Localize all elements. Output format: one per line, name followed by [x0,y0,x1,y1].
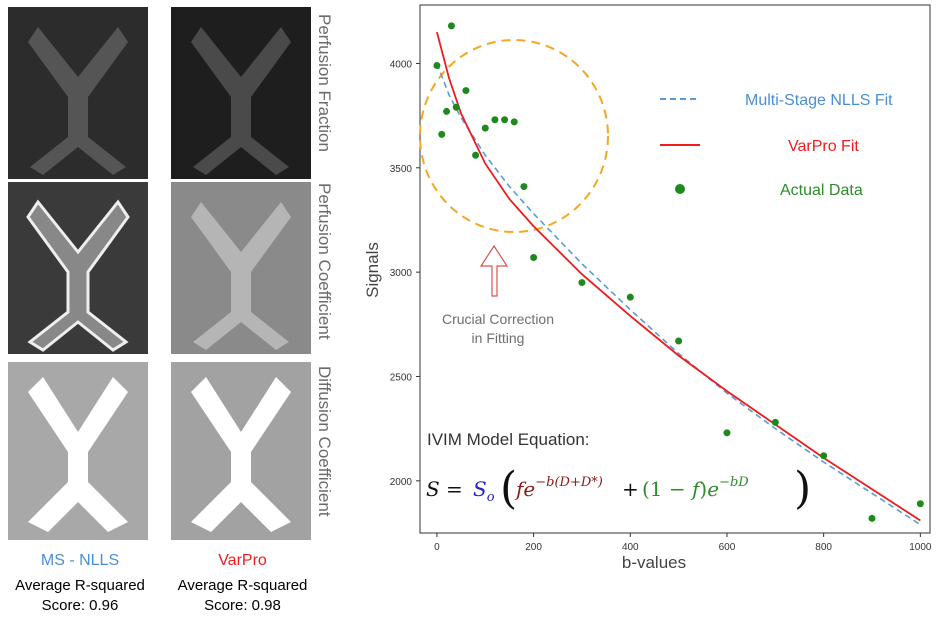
svg-text:=: = [446,477,463,501]
data-point [438,130,446,138]
data-point [723,429,731,437]
row-label-perfusion-fraction: Perfusion Fraction [315,14,334,152]
legend-swatch-data [675,184,685,194]
svg-text:): ) [794,463,811,514]
y-tick-label: 3500 [390,164,413,175]
y-tick-label: 2500 [390,372,413,383]
score-label-nlls: Average R-squared [15,577,145,594]
svg-text:(1 − f)e−bD: (1 − f)e−bD [642,475,749,501]
data-point [820,452,828,460]
data-point [510,118,518,126]
legend-label-nlls: Multi-Stage NLLS Fit [745,92,893,109]
data-point [491,116,499,124]
varpro-fit-line [436,31,921,522]
mri-nlls-diffusion-coefficient [8,362,148,540]
score-value-varpro: Score: 0.98 [204,597,281,614]
data-point [771,418,779,426]
nlls-fit-line [436,63,921,526]
mri-nlls-perfusion-coefficient [8,182,148,354]
y-axis-label: Signals [363,242,382,298]
data-point [868,514,876,522]
data-point [472,151,480,159]
x-tick-label: 200 [525,542,542,553]
mri-varpro-perfusion-fraction [171,7,311,179]
x-axis-label: b-values [622,553,686,572]
svg-text:S: S [426,477,440,501]
plot-frame [419,4,931,534]
svg-text:(: ( [500,463,517,514]
svg-text:So: So [473,477,495,505]
x-tick-label: 800 [815,542,832,553]
method-name-varpro: VarPro [218,552,267,569]
row-label-diffusion-coefficient: Diffusion Coefficient [315,366,334,517]
data-point [626,293,634,301]
score-label-varpro: Average R-squared [177,577,308,594]
y-tick-label: 4000 [390,59,413,70]
x-tick-label: 0 [434,542,440,553]
data-point [447,22,455,30]
x-tick-label: 1000 [909,542,932,553]
legend-label-data: Actual Data [780,182,863,199]
x-tick-label: 600 [719,542,736,553]
score-value-nlls: Score: 0.96 [41,597,119,614]
equation-title: IVIM Model Equation: [427,430,590,449]
score-varpro: Average R-squared Score: 0.98 [165,576,320,616]
data-point [530,254,538,262]
signal-vs-bvalue-chart: 2000 2500 3000 3500 4000 0 200 400 600 800 1000 S… [363,4,932,572]
data-point [481,124,489,132]
data-point [916,500,924,508]
svg-text:fe−b(D+D*): fe−b(D+D*) [514,475,603,501]
score-nlls: Average R-squared Score: 0.96 [0,576,160,616]
method-name-nlls: MS - NLLS [40,552,120,569]
data-point [443,107,451,115]
data-point [452,103,460,111]
highlight-circle [419,39,609,233]
legend-label-varpro: VarPro Fit [788,138,859,155]
mri-varpro-diffusion-coefficient [171,362,311,540]
y-tick-label: 3000 [390,268,413,279]
svg-text:+: + [622,477,639,501]
data-point [578,279,586,287]
mri-nlls-perfusion-fraction [8,7,148,179]
callout-line-1: Crucial Correction [442,311,554,327]
row-label-perfusion-coefficient: Perfusion Coefficient [315,183,334,340]
x-tick-label: 400 [622,542,639,553]
ivim-equation: S = So ( fe−b(D+D*) + (1 − f)e−bD ) [426,463,811,514]
data-point [462,87,470,95]
callout-line-2: in Fitting [472,330,525,346]
data-point [675,337,683,345]
y-tick-label: 2000 [390,477,413,488]
callout-arrow [479,244,509,297]
data-point [501,116,509,124]
mri-varpro-perfusion-coefficient [171,182,311,354]
data-point [433,62,441,70]
data-point [520,183,528,191]
